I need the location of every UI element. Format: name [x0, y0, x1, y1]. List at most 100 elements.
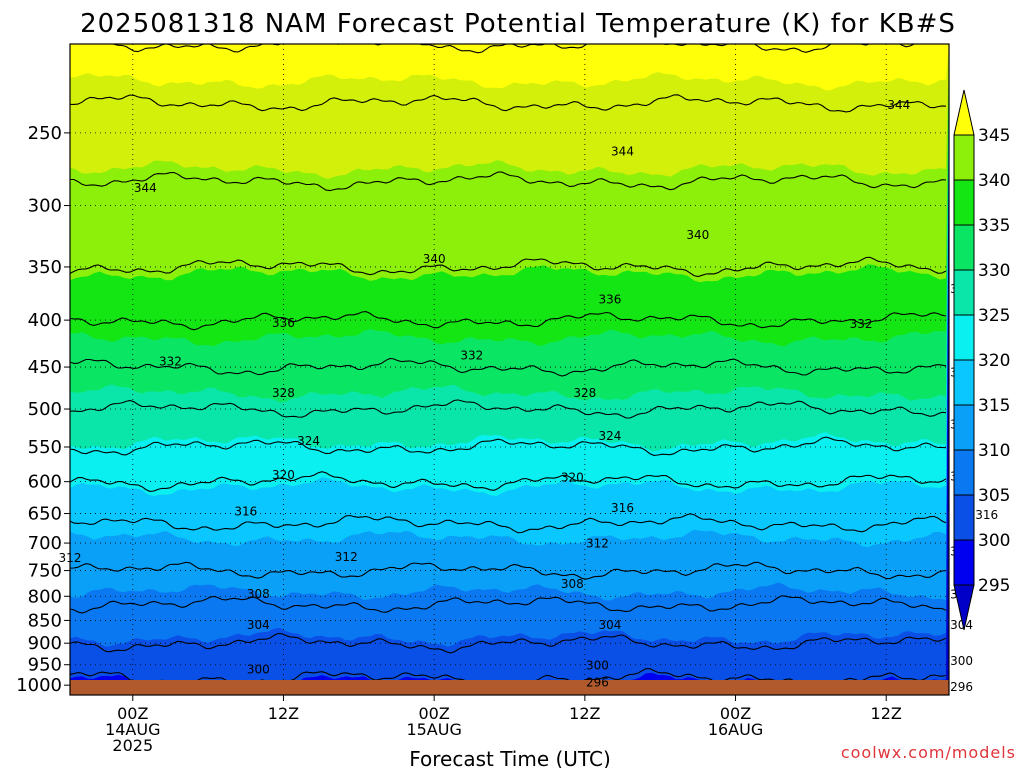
contour-label: 344 [611, 145, 634, 159]
y-tick-label: 400 [28, 310, 62, 331]
contour-label-text: 312 [335, 550, 358, 564]
contour-label: 296 [950, 680, 973, 694]
contour-label: 300 [586, 659, 609, 673]
x-date-label: 15AUG [406, 720, 461, 739]
x-year-label: 2025 [112, 736, 153, 755]
contour-label: 328 [272, 386, 295, 400]
contour-label-text: 336 [272, 316, 295, 330]
theta-filled-contours [70, 44, 949, 695]
contour-label-text: 300 [586, 659, 609, 673]
x-tick-label: 00Z [720, 704, 751, 723]
contour-label-text: 304 [599, 618, 622, 632]
colorbar-swatch [953, 314, 975, 361]
colorbar-swatch [953, 359, 975, 406]
contour-338 [70, 256, 947, 278]
contour-label-text: 344 [887, 98, 910, 112]
contour-label-text: 340 [423, 252, 446, 266]
contour-label-text: 320 [561, 471, 584, 485]
contour-label-text: 300 [247, 663, 270, 677]
colorbar-max-arrow [953, 89, 975, 136]
x-date-label: 16AUG [708, 720, 763, 739]
contour-label: 316 [975, 508, 998, 522]
contour-label: 344 [887, 98, 910, 112]
y-axis: 2503003504004505005506006507007508008509… [16, 123, 70, 696]
contour-label: 324 [297, 434, 320, 448]
y-tick-label: 550 [28, 437, 62, 458]
contour-label-text: 340 [686, 228, 709, 242]
y-tick-label: 950 [28, 655, 62, 676]
colorbar-label: 335 [978, 216, 1010, 236]
colorbar-label: 300 [978, 531, 1010, 551]
contour-314 [70, 513, 947, 534]
contour-label: 340 [423, 252, 446, 266]
contour-label-text: 296 [586, 675, 609, 689]
contour-label-text: 332 [159, 355, 182, 369]
contour-label: 308 [247, 587, 270, 601]
contour-label: 316 [611, 501, 634, 515]
y-tick-label: 900 [28, 633, 62, 654]
y-tick-label: 450 [28, 357, 62, 378]
colorbar-swatch [953, 224, 975, 271]
colorbar-label: 330 [978, 261, 1010, 281]
ground-surface [70, 680, 949, 695]
x-date-label: 14AUG [105, 720, 160, 739]
colorbar-label: 315 [978, 396, 1010, 416]
contour-label-text: 296 [950, 680, 973, 694]
colorbar-swatch [953, 539, 975, 586]
y-tick-label: 350 [28, 257, 62, 278]
colorbar: 295 300 305 310 315 320 325 330 335 340 345 [953, 89, 1010, 631]
y-tick-label: 250 [28, 123, 62, 144]
colorbar-swatch [953, 404, 975, 451]
contour-label-text: 304 [950, 618, 973, 632]
plot-frame [69, 43, 950, 696]
contour-label-text: 332 [460, 348, 483, 362]
contour-318 [70, 471, 947, 492]
contour-322 [70, 436, 947, 456]
contour-label-text: 304 [247, 618, 270, 632]
contour-label-text: 316 [234, 505, 257, 519]
colorbar-swatch [953, 449, 975, 496]
contour-342 [70, 171, 947, 192]
contour-label: 300 [247, 663, 270, 677]
colorbar-label: 310 [978, 441, 1010, 461]
colorbar-label: 340 [978, 171, 1010, 191]
colorbar-label: 320 [978, 351, 1010, 371]
contour-label-text: 308 [247, 587, 270, 601]
contour-label-text: 328 [272, 386, 295, 400]
x-tick-label: 12Z [569, 704, 600, 723]
y-tick-label: 300 [28, 196, 62, 217]
y-tick-label: 600 [28, 472, 62, 493]
colorbar-label: 325 [978, 306, 1010, 326]
grid-lines [70, 44, 949, 695]
y-tick-label: 700 [28, 533, 62, 554]
contour-label-text: 316 [611, 501, 634, 515]
contour-306 [70, 595, 947, 614]
contour-label: 312 [335, 550, 358, 564]
contour-label: 336 [599, 293, 622, 307]
contour-label-text: 308 [561, 577, 584, 591]
contour-330 [70, 357, 947, 377]
contour-label-text: 344 [611, 145, 634, 159]
credit-text: coolwx.com/models [841, 743, 1016, 762]
contour-label-text: 328 [573, 386, 596, 400]
contour-label-text: 344 [134, 181, 157, 195]
contour-label: 312 [586, 537, 609, 551]
y-tick-label: 1000 [16, 675, 62, 696]
contour-label: 304 [950, 618, 973, 632]
contour-label-text: 324 [297, 434, 320, 448]
y-tick-label: 800 [28, 586, 62, 607]
y-tick-label: 500 [28, 399, 62, 420]
contour-label-text: 320 [272, 468, 295, 482]
contour-label: 320 [272, 468, 295, 482]
contour-label-text: 336 [599, 293, 622, 307]
contour-label: 300 [950, 654, 973, 668]
x-tick-label: 00Z [117, 704, 148, 723]
contour-label-text: 316 [975, 508, 998, 522]
contour-label: 344 [134, 181, 157, 195]
contour-label-text: 312 [586, 537, 609, 551]
contour-label: 340 [686, 228, 709, 242]
contour-326 [70, 399, 947, 419]
contour-label: 320 [561, 471, 584, 485]
